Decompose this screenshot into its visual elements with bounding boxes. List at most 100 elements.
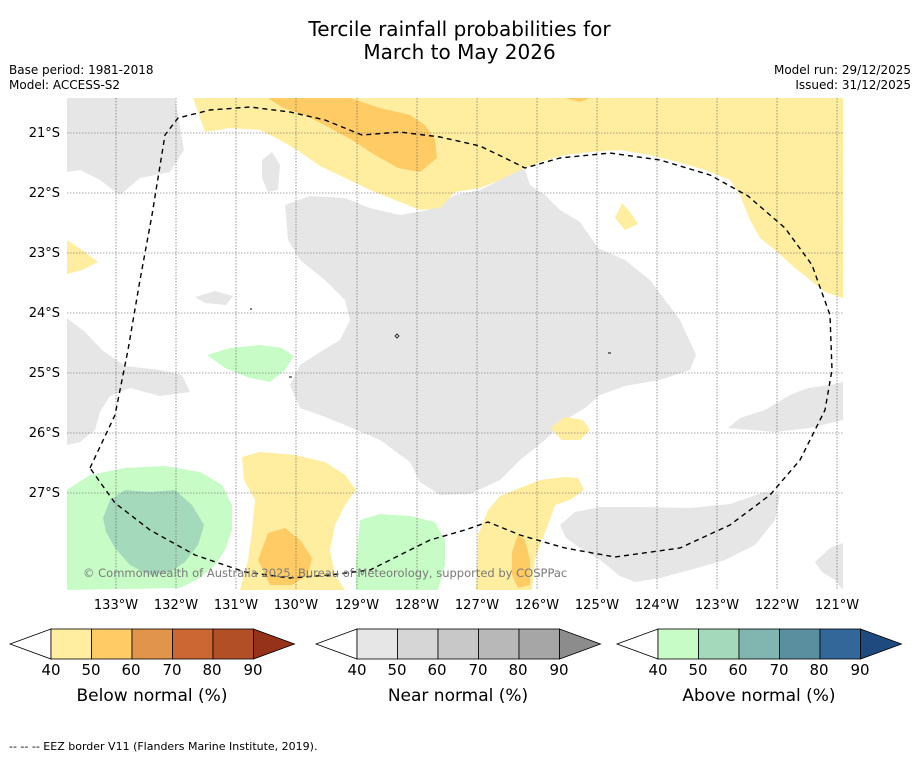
cb-tick: 50	[688, 661, 708, 679]
cb-tick: 60	[121, 661, 141, 679]
colorbar-segment	[738, 628, 780, 660]
lon-label: 122°W	[754, 598, 800, 613]
colorbar-below-normal	[8, 628, 296, 660]
colorbar-segment	[698, 628, 740, 660]
cb-tick: 90	[850, 661, 870, 679]
colorbar-extend-low	[615, 628, 659, 660]
lat-label: 21°S	[28, 126, 60, 141]
near-normal-region	[67, 98, 184, 195]
colorbar-extend-low	[314, 628, 358, 660]
cb-tick: 70	[162, 661, 182, 679]
lat-label: 23°S	[28, 246, 60, 261]
below-normal-region	[550, 417, 590, 440]
cb-tick: 80	[809, 661, 829, 679]
colorbar-segment	[437, 628, 479, 660]
lon-label: 132°W	[153, 598, 199, 613]
cb-tick: 40	[41, 661, 61, 679]
cb-tick: 60	[728, 661, 748, 679]
near-normal-region	[285, 165, 696, 495]
near-normal-region	[728, 382, 843, 432]
island-marker	[394, 333, 400, 339]
below-normal-60-region	[258, 528, 312, 585]
lon-label: 121°W	[814, 598, 860, 613]
colorbar-segment	[212, 628, 254, 660]
colorbar-extend-high	[253, 628, 296, 660]
lat-label: 27°S	[28, 486, 60, 501]
colorbar-segment	[478, 628, 520, 660]
eez-border	[89, 106, 833, 579]
cb-tick: 80	[508, 661, 528, 679]
lon-label: 131°W	[213, 598, 259, 613]
colorbar-title-below: Below normal (%)	[76, 686, 228, 706]
cb-tick: 60	[427, 661, 447, 679]
colorbar-title-above: Above normal (%)	[682, 686, 836, 706]
near-normal-region	[262, 152, 280, 192]
gridlines	[67, 98, 843, 590]
lon-label: 129°W	[334, 598, 380, 613]
colorbar-segment	[50, 628, 92, 660]
lon-label: 125°W	[574, 598, 620, 613]
colorbar-segment	[779, 628, 821, 660]
lon-label: 123°W	[694, 598, 740, 613]
cb-tick: 80	[202, 661, 222, 679]
copyright-notice: © Commonwealth of Australia 2025, Bureau…	[83, 566, 568, 580]
cb-tick: 90	[243, 661, 263, 679]
colorbar-segment	[518, 628, 560, 660]
colorbar-title-near: Near normal (%)	[387, 686, 529, 706]
lon-label: 127°W	[454, 598, 500, 613]
lon-label: 130°W	[273, 598, 319, 613]
below-normal-60-region	[565, 98, 590, 102]
below-normal-region	[193, 98, 843, 298]
eez-footnote: -- -- -- EEZ border V11 (Flanders Marine…	[9, 740, 318, 753]
colorbar-extend-low	[8, 628, 52, 660]
lat-label: 24°S	[28, 306, 60, 321]
near-normal-region	[618, 288, 625, 300]
colorbar-near-normal	[314, 628, 602, 660]
near-normal-region	[195, 291, 233, 305]
colorbar-segment	[819, 628, 861, 660]
below-normal-region	[67, 240, 98, 274]
title-line-1: Tercile rainfall probabilities for	[308, 17, 611, 41]
colorbar-segment	[397, 628, 439, 660]
lat-label: 25°S	[28, 366, 60, 381]
lon-label: 126°W	[514, 598, 560, 613]
colorbar-extend-high	[860, 628, 903, 660]
near-normal-region	[560, 492, 780, 582]
below-normal-60-region	[512, 535, 530, 588]
above-normal-region	[207, 345, 294, 382]
colorbar-segment	[657, 628, 699, 660]
lon-label: 128°W	[394, 598, 440, 613]
colorbar-segment	[91, 628, 133, 660]
cb-tick: 50	[81, 661, 101, 679]
issued-date: Issued: 31/12/2025	[795, 78, 911, 92]
lon-label: 133°W	[93, 598, 139, 613]
colorbar-segment	[172, 628, 214, 660]
above-normal-region	[356, 514, 445, 590]
model-run: Model run: 29/12/2025	[773, 63, 911, 77]
lat-label: 22°S	[28, 186, 60, 201]
probability-shading	[67, 98, 843, 590]
colorbar-extend-high	[559, 628, 602, 660]
cb-tick: 70	[769, 661, 789, 679]
cb-tick: 50	[387, 661, 407, 679]
cb-tick: 70	[468, 661, 488, 679]
colorbar-segment	[356, 628, 398, 660]
colorbars	[8, 628, 903, 660]
cb-tick: 40	[648, 661, 668, 679]
colorbar-segment	[131, 628, 173, 660]
lon-label: 124°W	[634, 598, 680, 613]
meta-left: Base period: 1981-2018 Model: ACCESS-S2	[9, 63, 154, 93]
title-line-2: March to May 2026	[363, 40, 556, 64]
lat-label: 26°S	[28, 426, 60, 441]
cb-tick: 90	[549, 661, 569, 679]
colorbar-above-normal	[615, 628, 903, 660]
cb-tick: 40	[347, 661, 367, 679]
model-name: Model: ACCESS-S2	[9, 78, 121, 92]
below-normal-region	[476, 477, 584, 590]
meta-right: Model run: 29/12/2025 Issued: 31/12/2025	[774, 63, 911, 93]
base-period: Base period: 1981-2018	[9, 63, 154, 77]
near-normal-region	[67, 318, 190, 445]
map-title: Tercile rainfall probabilities for March…	[0, 18, 919, 64]
below-normal-region	[615, 203, 638, 230]
